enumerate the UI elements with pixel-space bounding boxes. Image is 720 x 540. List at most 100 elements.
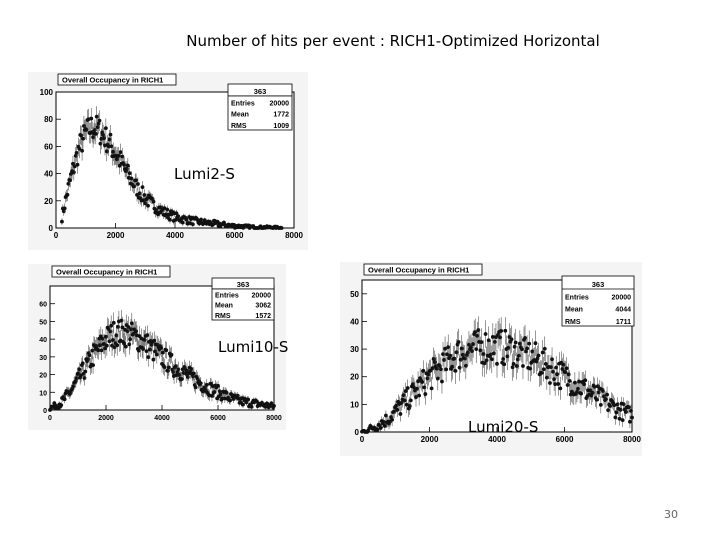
data-point xyxy=(404,402,409,407)
data-point xyxy=(554,365,559,370)
data-point xyxy=(509,337,514,342)
data-point xyxy=(60,219,64,224)
stats-name: 363 xyxy=(237,280,250,289)
data-point xyxy=(441,352,445,357)
data-point xyxy=(210,393,214,398)
x-tick-label: 4000 xyxy=(166,231,184,240)
data-point xyxy=(123,344,128,349)
data-point xyxy=(146,203,150,208)
chart-title-box: Overall Occupancy in RICH1 xyxy=(363,263,483,276)
data-point xyxy=(462,356,467,361)
data-point xyxy=(141,347,145,351)
data-point xyxy=(204,382,209,387)
y-tick-label: 30 xyxy=(39,355,47,362)
y-tick-label: 10 xyxy=(39,390,47,397)
data-point xyxy=(137,191,142,196)
data-points xyxy=(360,316,634,434)
data-point xyxy=(107,339,112,344)
data-point xyxy=(82,376,87,380)
stats-rms-label: RMS xyxy=(231,123,247,130)
data-point xyxy=(583,378,588,383)
data-point xyxy=(100,336,105,341)
y-tick-label: 20 xyxy=(39,373,47,380)
data-point xyxy=(91,135,95,140)
data-point xyxy=(452,356,457,361)
x-tick-label: 8000 xyxy=(266,415,282,422)
data-point xyxy=(173,218,178,222)
data-point xyxy=(630,415,634,420)
data-point xyxy=(466,350,470,355)
data-point xyxy=(511,362,516,366)
stats-frame xyxy=(227,83,293,131)
data-point xyxy=(563,370,568,375)
data-point xyxy=(249,404,254,409)
data-point xyxy=(582,382,587,387)
data-point xyxy=(469,345,473,350)
data-point xyxy=(115,343,120,348)
y-tick-label: 50 xyxy=(350,290,359,299)
chart-title-box: Overall Occupancy in RICH1 xyxy=(57,73,177,86)
y-tick-label: 80 xyxy=(44,115,53,124)
data-point xyxy=(398,412,403,416)
stats-mean-label: Mean xyxy=(215,303,233,310)
data-point xyxy=(517,341,522,346)
y-tick-label: 0 xyxy=(43,408,47,415)
y-tick-label: 20 xyxy=(350,373,359,382)
data-point xyxy=(77,146,82,151)
data-point xyxy=(407,404,412,408)
data-point xyxy=(475,333,480,338)
data-point xyxy=(246,397,251,402)
data-point xyxy=(558,386,563,391)
data-point xyxy=(77,367,82,372)
data-point xyxy=(132,184,137,189)
data-point xyxy=(399,401,404,405)
data-point xyxy=(420,380,425,384)
data-point xyxy=(523,336,527,340)
data-point xyxy=(501,357,506,361)
stats-mean-value: 4044 xyxy=(615,307,631,314)
data-point xyxy=(116,153,121,158)
data-point xyxy=(241,402,245,407)
data-point xyxy=(90,348,95,353)
data-point xyxy=(521,364,525,368)
data-point xyxy=(216,383,220,388)
data-point xyxy=(109,144,114,149)
x-tick-label: 8000 xyxy=(623,435,641,444)
data-point xyxy=(97,118,102,123)
x-tick-label: 0 xyxy=(360,435,365,444)
y-tick-label: 60 xyxy=(44,142,53,151)
x-tick-label: 6000 xyxy=(210,415,226,422)
data-point xyxy=(502,362,507,367)
data-point xyxy=(108,132,113,137)
chart-panel-lumi20: Overall Occupancy in RICH1 0 2000 4000 6000 8… xyxy=(340,262,642,456)
data-point xyxy=(104,334,108,339)
data-point xyxy=(154,352,159,357)
chart-svg: Overall Occupancy in RICH1 0 2000 4000 6000 8… xyxy=(28,72,308,250)
data-point xyxy=(145,333,150,338)
data-point xyxy=(489,357,494,362)
chart-title: Overall Occupancy in RICH1 xyxy=(62,76,163,85)
data-point xyxy=(621,402,626,407)
data-point xyxy=(440,379,444,384)
x-tick-label: 8000 xyxy=(285,231,303,240)
data-point xyxy=(144,349,149,354)
data-point xyxy=(442,358,446,362)
data-point xyxy=(91,363,95,367)
data-point xyxy=(162,365,167,370)
x-tick-label: 0 xyxy=(48,415,52,422)
data-point xyxy=(556,382,561,386)
data-point xyxy=(402,398,407,403)
data-point xyxy=(122,162,127,167)
stats-entries-value: 20000 xyxy=(612,294,632,301)
data-point xyxy=(185,375,190,379)
data-point xyxy=(111,320,116,325)
chart-title: Overall Occupancy in RICH1 xyxy=(56,268,157,277)
data-point xyxy=(198,381,203,386)
data-point xyxy=(111,149,116,154)
data-point xyxy=(83,369,88,374)
stats-entries-label: Entries xyxy=(231,100,255,107)
data-point xyxy=(490,335,495,339)
data-point xyxy=(224,390,229,395)
data-point xyxy=(59,403,64,408)
stats-rms-label: RMS xyxy=(215,313,231,320)
